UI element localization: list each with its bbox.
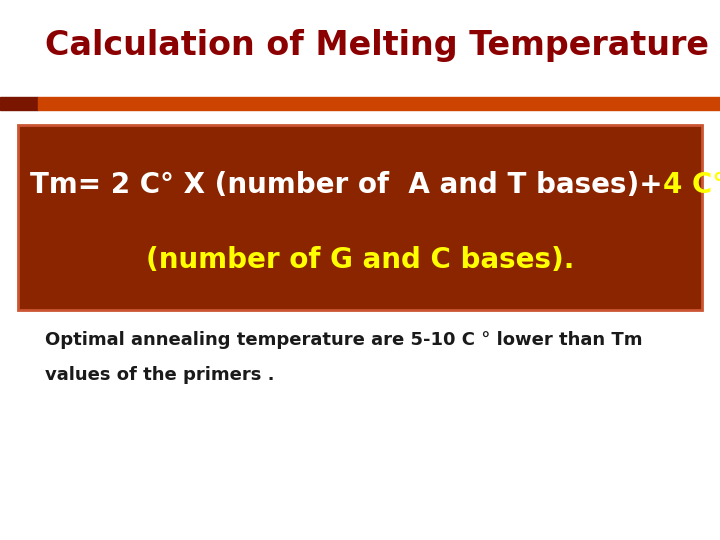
Text: values of the primers .: values of the primers .: [45, 366, 274, 384]
FancyBboxPatch shape: [18, 125, 702, 310]
Bar: [0, 97, 38, 110]
Text: Calculation of Melting Temperature: Calculation of Melting Temperature: [45, 29, 709, 62]
Bar: [38, 97, 720, 110]
Text: Optimal annealing temperature are 5-10 C ° lower than Tm: Optimal annealing temperature are 5-10 C…: [45, 331, 642, 349]
Text: 4 C°X: 4 C°X: [662, 171, 720, 199]
Text: (number of G and C bases).: (number of G and C bases).: [146, 246, 574, 274]
Text: Tm= 2 C° X (number of  A and T bases)+: Tm= 2 C° X (number of A and T bases)+: [30, 171, 662, 199]
